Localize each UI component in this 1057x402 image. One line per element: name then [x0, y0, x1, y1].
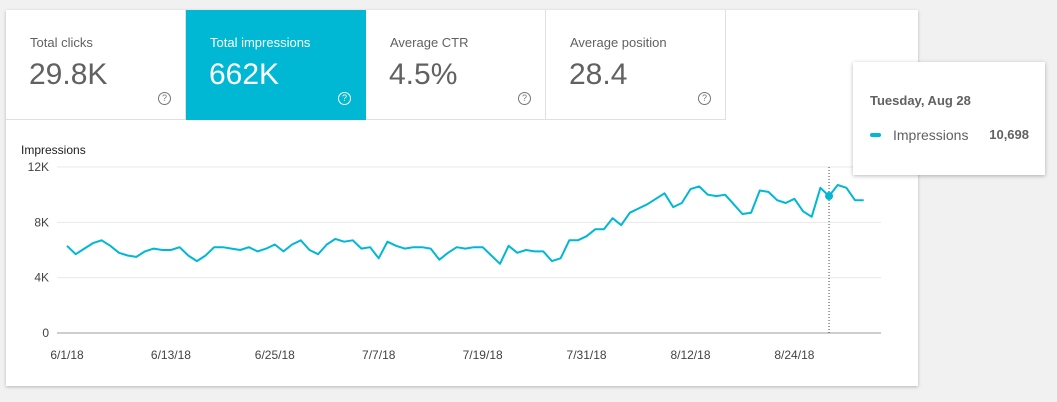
tooltip-series-name: Impressions	[893, 127, 969, 143]
metric-label: Average CTR	[390, 35, 469, 50]
metric-value: 662K	[209, 58, 280, 91]
tooltip-date: Tuesday, Aug 28	[870, 93, 971, 108]
tooltip-series-value: 10,698	[989, 127, 1029, 142]
x-tick-label: 6/13/18	[151, 348, 191, 362]
x-tick-label: 8/24/18	[774, 348, 814, 362]
metric-value: 29.8K	[29, 58, 108, 91]
x-tick-label: 7/19/18	[463, 348, 503, 362]
metric-label: Total clicks	[30, 35, 93, 50]
x-tick-label: 8/12/18	[670, 348, 710, 362]
x-tick-label: 7/7/18	[362, 348, 396, 362]
metric-value: 28.4	[569, 58, 628, 91]
highlight-point	[825, 192, 834, 201]
x-tick-label: 7/31/18	[567, 348, 607, 362]
tooltip-series-swatch	[870, 133, 881, 137]
help-icon[interactable]: ?	[338, 92, 351, 105]
y-tick-label: 4K	[34, 271, 49, 285]
metric-label: Average position	[570, 35, 667, 50]
y-tick-label: 8K	[34, 215, 49, 229]
metric-label: Total impressions	[210, 35, 311, 50]
help-icon[interactable]: ?	[158, 92, 171, 105]
metric-total-impressions[interactable]: Total impressions 662K ?	[186, 10, 366, 120]
chart-tooltip: Tuesday, Aug 28 Impressions 10,698	[853, 62, 1045, 175]
metric-average-ctr[interactable]: Average CTR 4.5% ?	[366, 10, 546, 120]
x-tick-label: 6/1/18	[50, 348, 84, 362]
metric-average-position[interactable]: Average position 28.4 ?	[546, 10, 726, 120]
series-line-impressions	[66, 184, 864, 265]
chart-y-axis-label: Impressions	[21, 143, 86, 157]
metric-value: 4.5%	[389, 58, 458, 91]
metric-total-clicks[interactable]: Total clicks 29.8K ?	[6, 10, 186, 120]
x-tick-label: 6/25/18	[255, 348, 295, 362]
y-tick-label: 12K	[28, 160, 49, 174]
y-tick-label: 0	[42, 326, 49, 340]
metric-tabs: Total clicks 29.8K ? Total impressions 6…	[6, 10, 726, 120]
performance-card: Total clicks 29.8K ? Total impressions 6…	[6, 10, 918, 386]
help-icon[interactable]: ?	[518, 92, 531, 105]
help-icon[interactable]: ?	[698, 92, 711, 105]
